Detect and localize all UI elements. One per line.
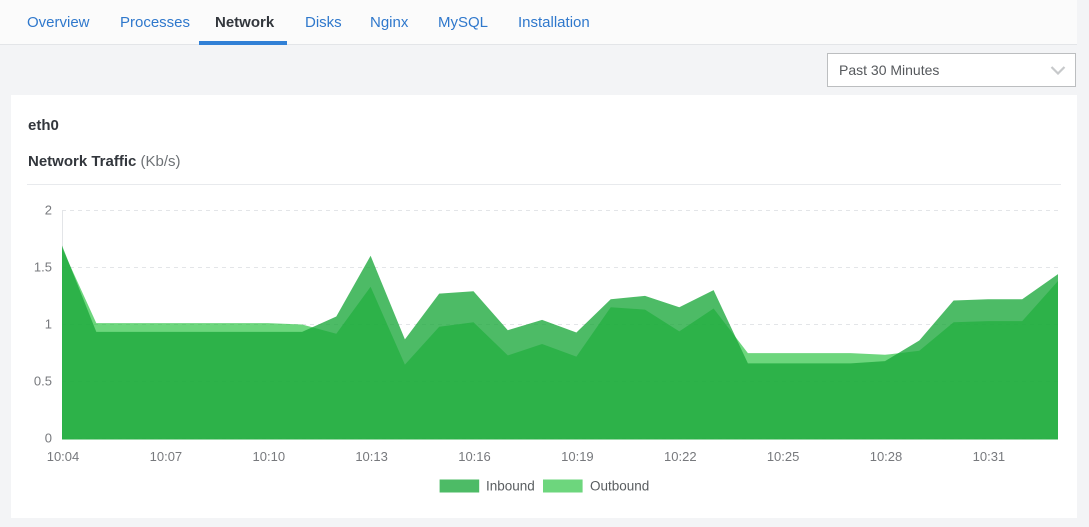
svg-text:0: 0 — [45, 431, 52, 446]
svg-text:Outbound: Outbound — [590, 479, 649, 494]
svg-text:10:10: 10:10 — [253, 449, 286, 464]
svg-text:10:22: 10:22 — [664, 449, 697, 464]
svg-text:10:16: 10:16 — [458, 449, 491, 464]
svg-text:0.5: 0.5 — [34, 374, 52, 389]
svg-text:1: 1 — [45, 317, 52, 332]
svg-text:10:28: 10:28 — [870, 449, 903, 464]
svg-text:1.5: 1.5 — [34, 260, 52, 275]
svg-text:10:25: 10:25 — [767, 449, 800, 464]
svg-text:10:04: 10:04 — [47, 449, 80, 464]
svg-text:10:19: 10:19 — [561, 449, 594, 464]
svg-text:10:07: 10:07 — [150, 449, 183, 464]
svg-text:2: 2 — [45, 203, 52, 218]
svg-text:Inbound: Inbound — [486, 479, 535, 494]
svg-text:10:31: 10:31 — [973, 449, 1006, 464]
svg-text:10:13: 10:13 — [355, 449, 388, 464]
